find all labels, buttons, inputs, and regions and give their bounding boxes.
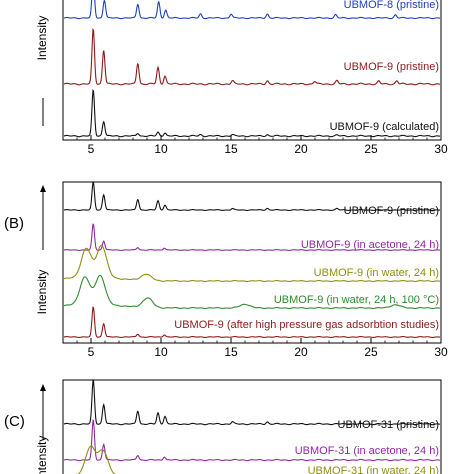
series-label: UBMOF-9 (calculated) (330, 121, 439, 133)
arrow-head (40, 384, 46, 391)
series-label: UBMOF-9 (in water, 24 h, 100 °C) (274, 294, 439, 306)
pxrd-trace (63, 89, 441, 138)
pxrd-trace (63, 223, 441, 251)
arrow-head (40, 185, 46, 192)
panel-label: (C) (4, 413, 25, 430)
x-tick-label: 20 (294, 142, 308, 156)
x-tick-label: 25 (364, 142, 378, 156)
x-tick-label: 5 (88, 345, 95, 359)
y-axis-label: Intensity (35, 16, 49, 61)
series-label: UBMOF-31 (in acetone, 24 h) (295, 445, 439, 457)
x-tick-label: 10 (154, 142, 168, 156)
pxrd-trace (63, 306, 441, 339)
series-label: UBMOF-9 (pristine) (344, 61, 439, 73)
x-tick-label: 25 (364, 345, 378, 359)
pxrd-trace (63, 244, 441, 283)
y-axis-label: Intensity (35, 270, 49, 315)
series-label: UBMOF-31 (pristine) (338, 419, 439, 431)
x-tick-label: 5 (88, 142, 95, 156)
series-label: UBMOF-9 (in acetone, 24 h) (301, 239, 439, 251)
x-tick-label: 30 (434, 142, 448, 156)
series-label: UBMOF-9 (after high pressure gas adsorbt… (174, 319, 439, 331)
series-label: UBMOF-9 (pristine) (344, 205, 439, 217)
y-axis-label: Intensity (35, 436, 49, 474)
pxrd-trace (63, 379, 441, 426)
plot-frame (62, 181, 442, 344)
x-tick-label: 15 (224, 142, 238, 156)
x-tick-label: 15 (224, 345, 238, 359)
series-label: UBMOF-8 (pristine) (344, 0, 439, 11)
pxrd-trace (63, 0, 441, 20)
pxrd-trace (63, 419, 441, 462)
panel-label: (B) (4, 215, 24, 232)
x-tick-label: 20 (294, 345, 308, 359)
pxrd-trace (63, 27, 441, 86)
series-label: UBMOF-9 (in water, 24 h) (314, 267, 439, 279)
plot-frame (62, 379, 442, 474)
pxrd-trace (63, 181, 441, 211)
x-tick-label: 30 (434, 345, 448, 359)
x-tick-label: 10 (154, 345, 168, 359)
pxrd-trace (63, 274, 441, 310)
series-label: UBMOF-31 (in water, 24 h) (308, 465, 439, 474)
plot-frame (62, 0, 442, 141)
